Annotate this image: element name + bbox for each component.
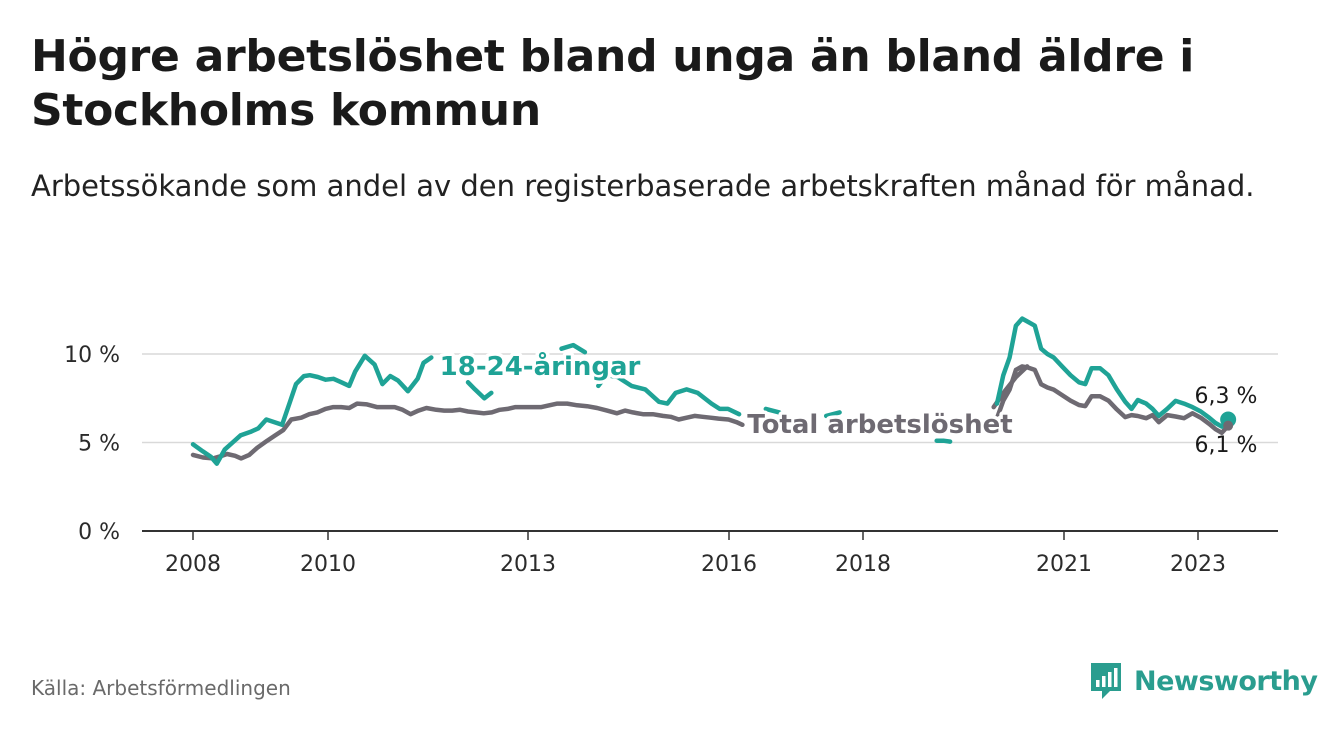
youth-line-segment: [934, 438, 953, 444]
y-tick-label: 0 %: [78, 520, 120, 545]
x-axis: 2008 2010 2013 2016 2018 2021 2023: [142, 530, 1278, 577]
series-lines: [190, 316, 1237, 466]
x-tick-label: 2013: [500, 552, 556, 577]
youth-line-segment: [596, 372, 742, 417]
series-label-youth: 18-24-åringar: [440, 350, 641, 382]
y-tick-label: 5 %: [78, 432, 120, 457]
x-tick-label: 2023: [1170, 552, 1226, 577]
youth-line-segment: [823, 410, 842, 419]
source-note: Källa: Arbetsförmedlingen: [31, 676, 291, 700]
chart-subtitle: Arbetssökande som andel av den registerb…: [31, 169, 1255, 203]
chart-title: Högre arbetslöshet bland unga än bland ä…: [31, 31, 1195, 136]
youth-line-segment: [465, 380, 494, 401]
total-end-point: [1223, 420, 1234, 431]
youth-line-segment: [190, 353, 434, 466]
end-label-youth: 6,3 %: [1195, 384, 1258, 409]
gridlines: [142, 353, 1278, 444]
end-label-total: 6,1 %: [1195, 433, 1258, 458]
y-tick-label: 10 %: [64, 343, 120, 368]
x-tick-label: 2018: [835, 552, 891, 577]
brand-name: Newsworthy: [1134, 665, 1318, 697]
series-labels: 18-24-åringar Total arbetslöshet: [436, 347, 1016, 444]
brand-logo[interactable]: Newsworthy: [1088, 660, 1318, 702]
x-tick-label: 2021: [1036, 552, 1092, 577]
youth-line-segment: [559, 342, 588, 355]
x-tick-label: 2010: [300, 552, 356, 577]
youth-line-segment: [994, 316, 1231, 429]
x-tick-label: 2008: [165, 552, 221, 577]
end-labels: 6,3 % 6,1 %: [1195, 384, 1258, 458]
series-label-total: Total arbetslöshet: [747, 410, 1012, 440]
total-line-segment: [994, 364, 1231, 436]
x-tick-label: 2016: [701, 552, 757, 577]
line-chart: 0 %5 %10 % 2008 2010 2013 2016 2018 2021 2023 …: [64, 316, 1278, 577]
y-axis: 0 % 5 % 10 %: [64, 343, 120, 545]
youth-line-segment: [763, 406, 782, 415]
bar-chart-icon: [1091, 663, 1121, 699]
total-line-segment: [190, 401, 745, 461]
